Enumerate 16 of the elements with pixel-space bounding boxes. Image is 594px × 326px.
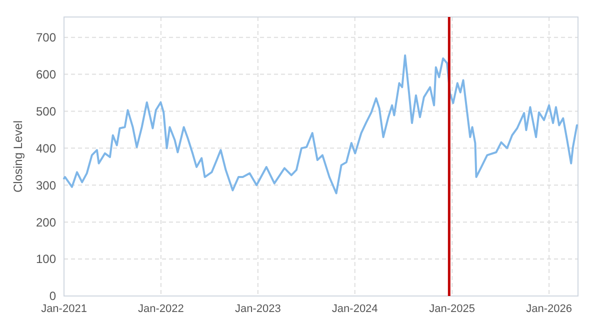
y-tick-label: 100 (36, 252, 56, 266)
y-tick-label: 0 (49, 289, 56, 304)
y-tick-label: 500 (36, 104, 56, 118)
x-tick-label: Jan-2022 (138, 303, 184, 315)
x-tick-label: Jan-2024 (332, 303, 378, 315)
y-tick-label: 600 (36, 67, 56, 82)
line-series (63, 54, 578, 194)
x-tick-label: Jan-2026 (526, 303, 572, 315)
y-tick-label: 700 (36, 30, 56, 45)
x-tick-label: Jan-2025 (429, 303, 476, 315)
y-axis-title: Closing Level (11, 120, 25, 193)
y-tick-label: 200 (36, 215, 56, 230)
y-tick-label: 400 (36, 141, 56, 156)
y-tick-label: 300 (36, 178, 56, 192)
x-tick-label: Jan-2021 (41, 303, 87, 315)
x-tick-label: Jan-2023 (234, 303, 281, 315)
